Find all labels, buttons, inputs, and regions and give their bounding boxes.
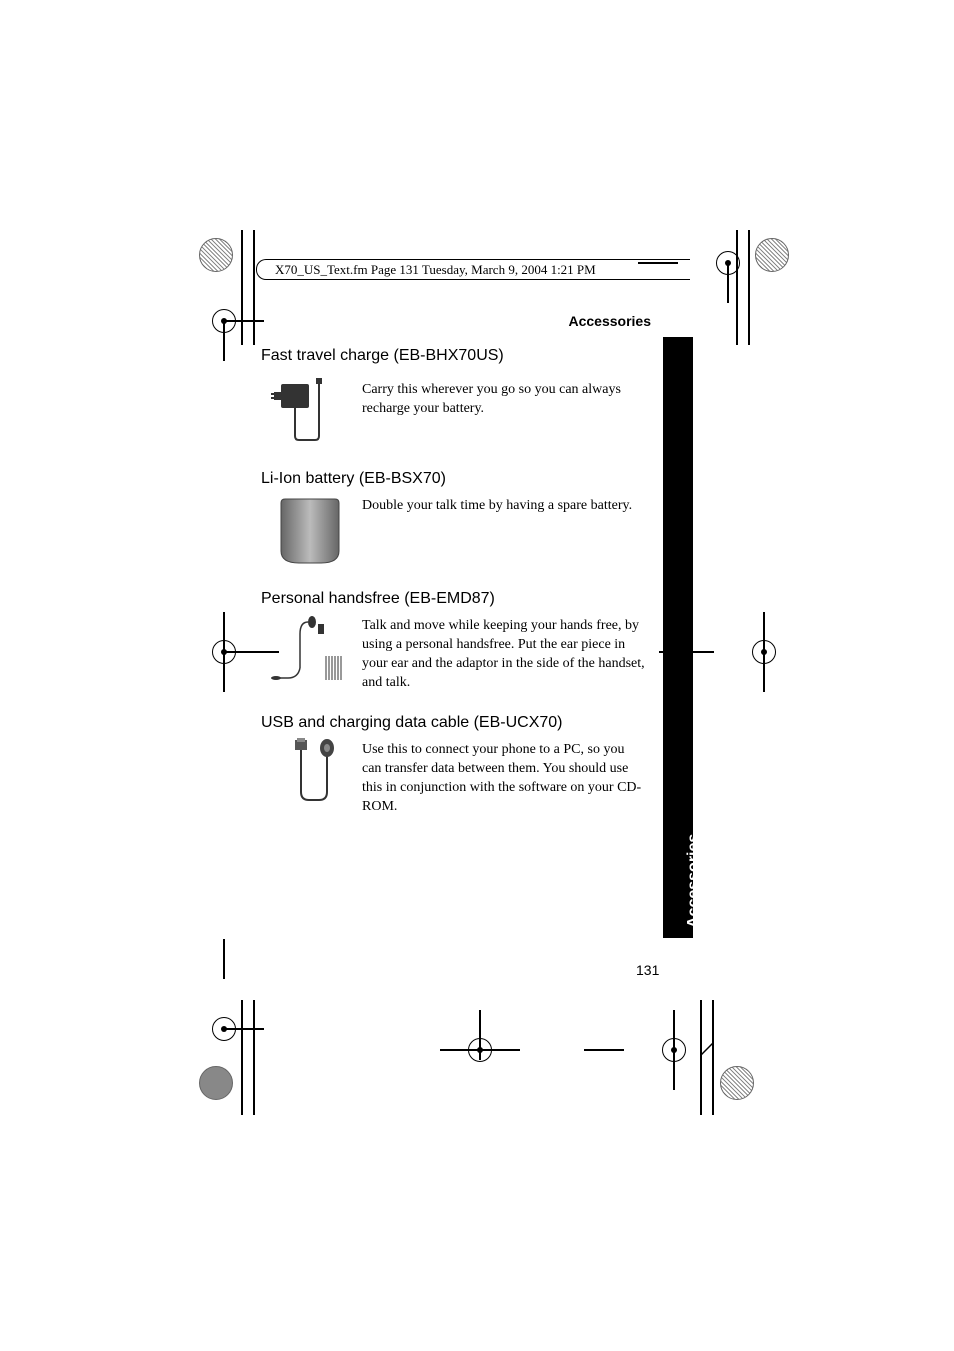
accessory-desc: Talk and move while keeping your hands f… — [362, 617, 647, 693]
section-tab: Accessories — [663, 337, 693, 938]
accessory-desc: Carry this wherever you go so you can al… — [362, 381, 647, 419]
print-mark-line — [700, 1000, 702, 1115]
handsfree-illustration — [270, 614, 350, 686]
accessory-desc: Double your talk time by having a spare … — [362, 497, 647, 516]
print-mark-line — [712, 1000, 714, 1115]
accessory-title: Fast travel charge (EB-BHX70US) — [261, 347, 504, 365]
print-mark-notch — [700, 1042, 714, 1056]
print-mark-line — [748, 230, 750, 345]
section-header: Accessories — [568, 313, 651, 329]
print-mark-sphere — [755, 238, 789, 272]
accessory-title: Li-Ion battery (EB-BSX70) — [261, 470, 446, 488]
charger-illustration — [266, 375, 346, 447]
battery-illustration — [270, 495, 350, 567]
header-loop — [256, 259, 272, 280]
print-mark-sphere — [199, 238, 233, 272]
accessory-title: Personal handsfree (EB-EMD87) — [261, 590, 495, 608]
print-mark-sphere — [199, 1066, 233, 1100]
header-rule — [270, 259, 690, 260]
accessory-title: USB and charging data cable (EB-UCX70) — [261, 714, 563, 732]
accessory-desc: Use this to connect your phone to a PC, … — [362, 741, 647, 817]
usb-cable-illustration — [276, 737, 356, 809]
header-rule — [270, 279, 690, 280]
section-tab-label: Accessories — [685, 834, 703, 928]
print-mark-line — [736, 230, 738, 345]
print-mark-line — [253, 1000, 255, 1115]
print-mark-line — [241, 230, 243, 345]
print-mark-sphere — [720, 1066, 754, 1100]
page-number: 131 — [636, 962, 659, 978]
header-footer-text: X70_US_Text.fm Page 131 Tuesday, March 9… — [275, 262, 596, 278]
print-mark-line — [253, 230, 255, 345]
print-mark-line — [241, 1000, 243, 1115]
